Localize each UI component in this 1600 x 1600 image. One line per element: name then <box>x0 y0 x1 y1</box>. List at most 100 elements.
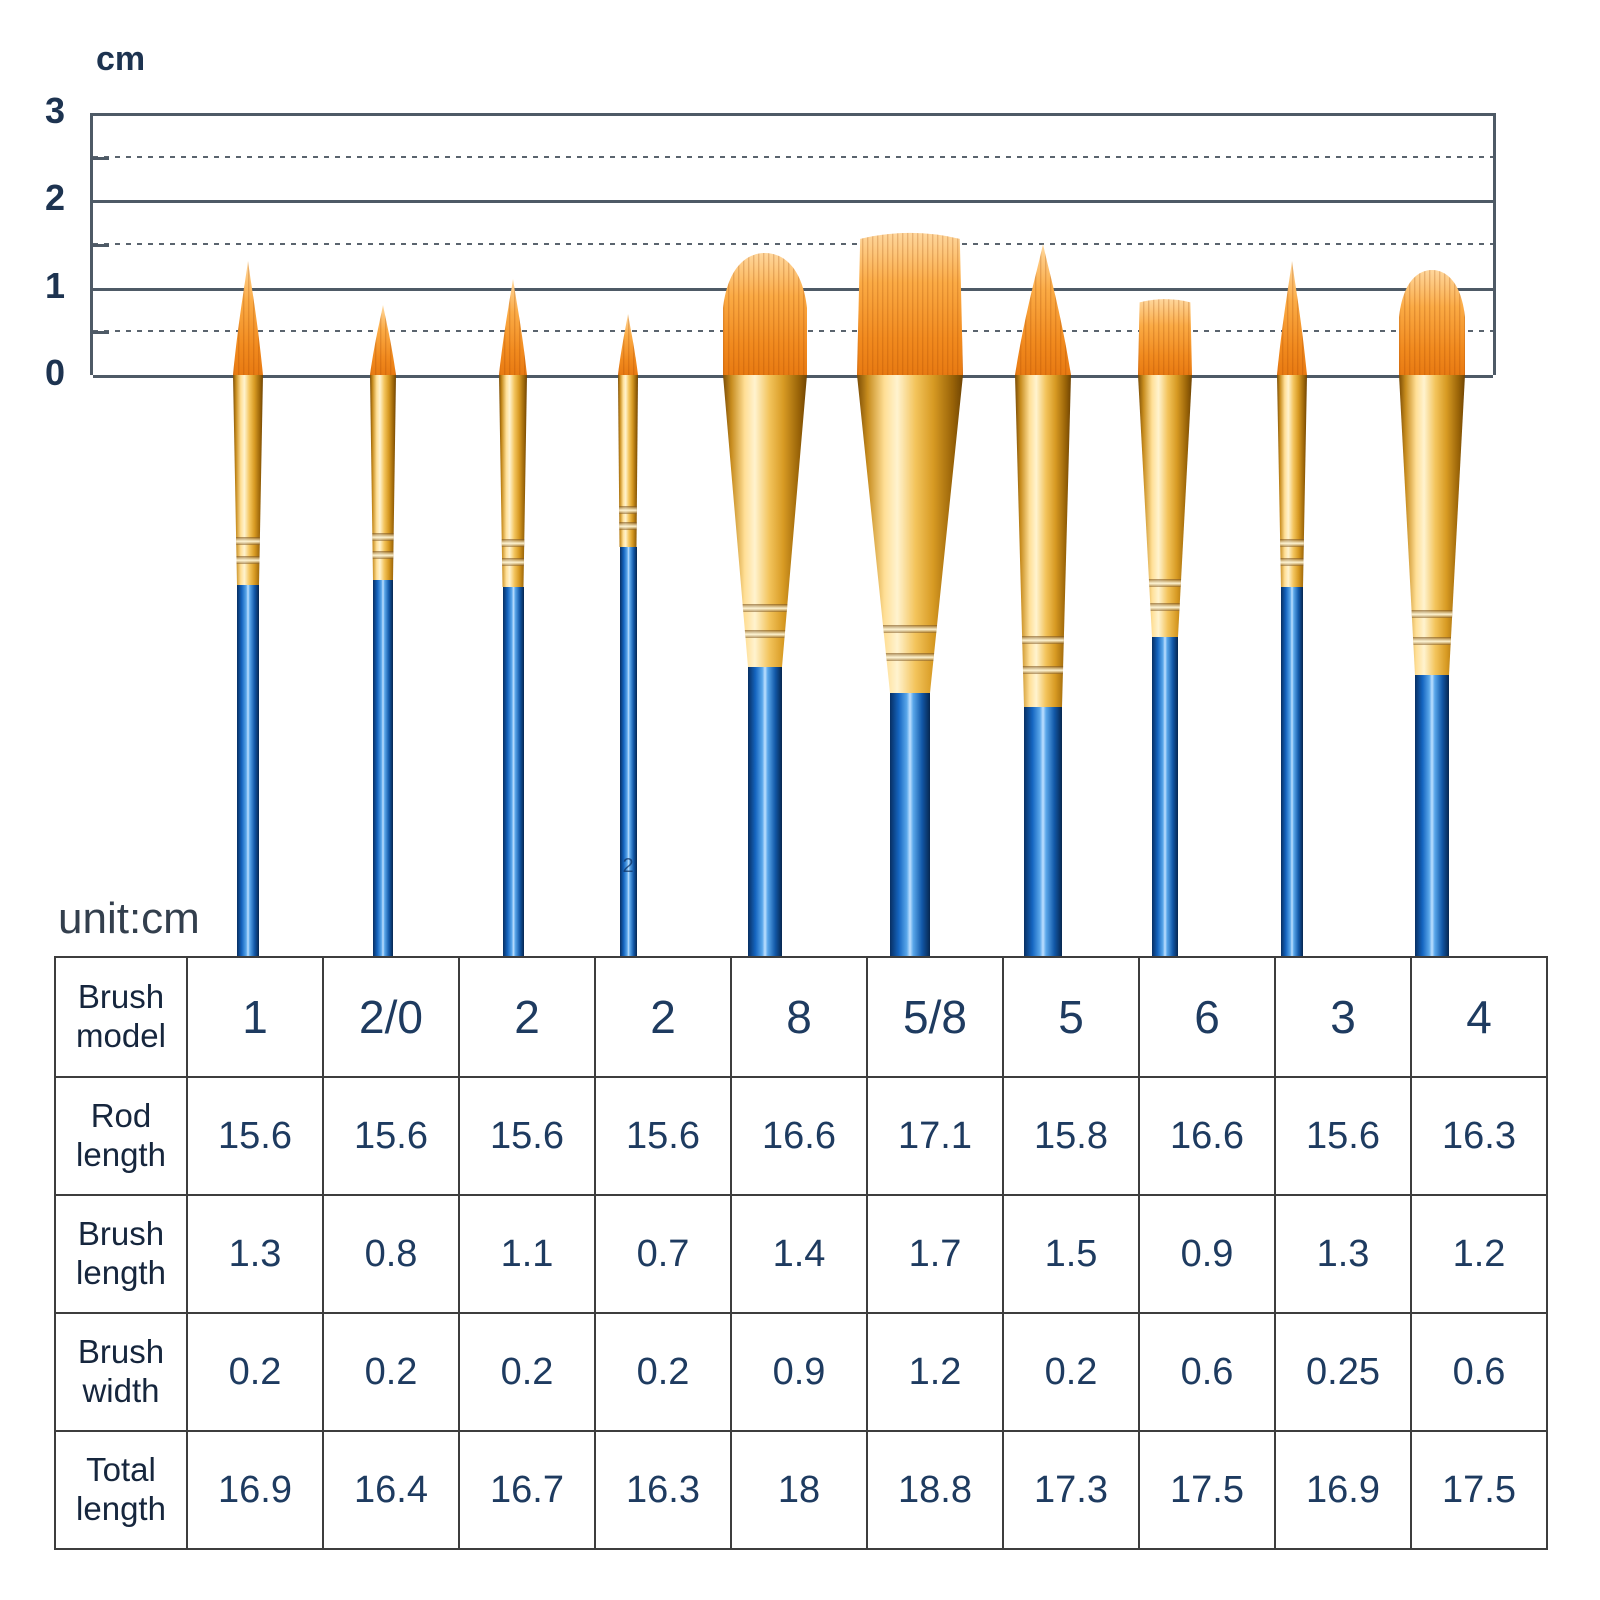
brush-ferrule <box>1015 375 1071 707</box>
spec-value: 1.3 <box>1274 1194 1412 1314</box>
brush-handle-label: 2 <box>622 855 634 877</box>
spec-value: 0.8 <box>322 1194 460 1314</box>
spec-value: 6 <box>1138 956 1276 1078</box>
spec-value: 3 <box>1274 956 1412 1078</box>
spec-value: 4 <box>1410 956 1548 1078</box>
ruler-gridline <box>93 375 1493 378</box>
spec-value: 15.6 <box>458 1076 596 1196</box>
ferrule-crimp-ring <box>1277 558 1307 566</box>
ferrule-crimp-ring <box>723 604 807 612</box>
ferrule-crimp-ring <box>857 653 963 661</box>
ferrule-crimp-ring <box>857 625 963 633</box>
brush-ferrule <box>723 375 807 667</box>
brush-ferrule <box>370 375 396 580</box>
spec-value: 1.1 <box>458 1194 596 1314</box>
spec-value: 15.6 <box>322 1076 460 1196</box>
spec-value: 1.7 <box>866 1194 1004 1314</box>
ferrule-crimp-ring <box>1015 666 1071 674</box>
spec-value: 16.4 <box>322 1430 460 1550</box>
spec-row: Total length 16.9 16.4 16.7 16.3 18 18.8 17.3 17… <box>54 1430 1548 1550</box>
spec-value: 15.8 <box>1002 1076 1140 1196</box>
ruler-gridline <box>93 200 1493 204</box>
spec-value: 0.2 <box>186 1312 324 1432</box>
spec-value: 2 <box>458 956 596 1078</box>
spec-row-header: Rod length <box>54 1076 188 1196</box>
spec-value: 0.7 <box>594 1194 732 1314</box>
ferrule-crimp-ring <box>618 522 638 530</box>
brush-3 <box>499 279 527 956</box>
spec-row-header: Brush length <box>54 1194 188 1314</box>
spec-value: 0.2 <box>594 1312 732 1432</box>
ferrule-crimp-ring <box>1399 637 1465 645</box>
spec-row-header: Total length <box>54 1430 188 1550</box>
spec-value: 1.2 <box>1410 1194 1548 1314</box>
ferrule-crimp-ring <box>499 539 527 547</box>
brush-4: 2 <box>618 314 638 956</box>
brush-handle <box>373 580 393 956</box>
spec-row: Brush length 1.3 0.8 1.1 0.7 1.4 1.7 1.5 0.9 1.3 1… <box>54 1194 1548 1314</box>
spec-value: 0.6 <box>1138 1312 1276 1432</box>
spec-row: Brush width 0.2 0.2 0.2 0.2 0.9 1.2 0.2 0.6 0.25 0… <box>54 1312 1548 1432</box>
spec-value: 0.2 <box>322 1312 460 1432</box>
spec-value: 15.6 <box>186 1076 324 1196</box>
spec-value: 17.5 <box>1138 1430 1276 1550</box>
spec-value: 1.4 <box>730 1194 868 1314</box>
spec-value: 5/8 <box>866 956 1004 1078</box>
spec-value: 1.2 <box>866 1312 1004 1432</box>
brush-ferrule <box>499 375 527 587</box>
ferrule-crimp-ring <box>618 506 638 514</box>
spec-value: 15.6 <box>1274 1076 1412 1196</box>
spec-value: 2 <box>594 956 732 1078</box>
brush-ferrule <box>1399 375 1465 675</box>
ruler-gridline-dashed <box>93 243 1493 245</box>
spec-value: 0.6 <box>1410 1312 1548 1432</box>
ferrule-crimp-ring <box>723 630 807 638</box>
brush-ferrule <box>857 375 963 693</box>
ferrule-crimp-ring <box>1138 603 1192 611</box>
spec-value: 0.9 <box>1138 1194 1276 1314</box>
spec-value: 16.6 <box>1138 1076 1276 1196</box>
spec-value: 16.3 <box>1410 1076 1548 1196</box>
spec-value: 16.9 <box>1274 1430 1412 1550</box>
spec-value: 18 <box>730 1430 868 1550</box>
brush-2 <box>370 305 396 956</box>
spec-value: 2/0 <box>322 956 460 1078</box>
spec-value: 17.1 <box>866 1076 1004 1196</box>
brush-handle <box>1024 707 1062 956</box>
ferrule-crimp-ring <box>1277 539 1307 547</box>
ferrule-crimp-ring <box>1138 579 1192 587</box>
brush-8 <box>1138 296 1192 956</box>
ferrule-crimp-ring <box>370 533 396 541</box>
spec-table: Brush model 1 2/0 2 2 8 5/8 5 6 3 4 Rod length 15.6 1… <box>54 956 1548 1550</box>
brush-ferrule <box>1277 375 1307 587</box>
spec-row-header: Brush model <box>54 956 188 1078</box>
spec-value: 16.7 <box>458 1430 596 1550</box>
spec-value: 16.3 <box>594 1430 732 1550</box>
spec-value: 0.2 <box>458 1312 596 1432</box>
ruler-tick <box>93 331 109 335</box>
spec-value: 17.3 <box>1002 1430 1140 1550</box>
brush-handle: 2 <box>619 547 637 956</box>
spec-value: 15.6 <box>594 1076 732 1196</box>
ferrule-crimp-ring <box>233 537 263 545</box>
spec-value: 8 <box>730 956 868 1078</box>
ruler-tick-label: 3 <box>45 89 66 131</box>
spec-value: 0.2 <box>1002 1312 1140 1432</box>
spec-row-header: Brush width <box>54 1312 188 1432</box>
ruler-tick-label: 0 <box>45 351 66 393</box>
ruler-gridline <box>93 287 1493 291</box>
ferrule-crimp-ring <box>233 556 263 564</box>
ferrule-crimp-ring <box>370 551 396 559</box>
brush-handle <box>237 585 259 956</box>
brush-ferrule <box>1138 375 1192 637</box>
brush-handle <box>502 587 524 956</box>
brush-ferrule <box>233 375 263 585</box>
ruler-tick <box>93 244 109 247</box>
brush-handle <box>890 693 930 956</box>
spec-value: 1 <box>186 956 324 1078</box>
brush-handle <box>1152 637 1178 956</box>
ruler: 3 2 1 0 <box>45 90 1496 393</box>
ruler-tick-label: 1 <box>45 264 66 306</box>
brush-handle <box>748 667 782 956</box>
